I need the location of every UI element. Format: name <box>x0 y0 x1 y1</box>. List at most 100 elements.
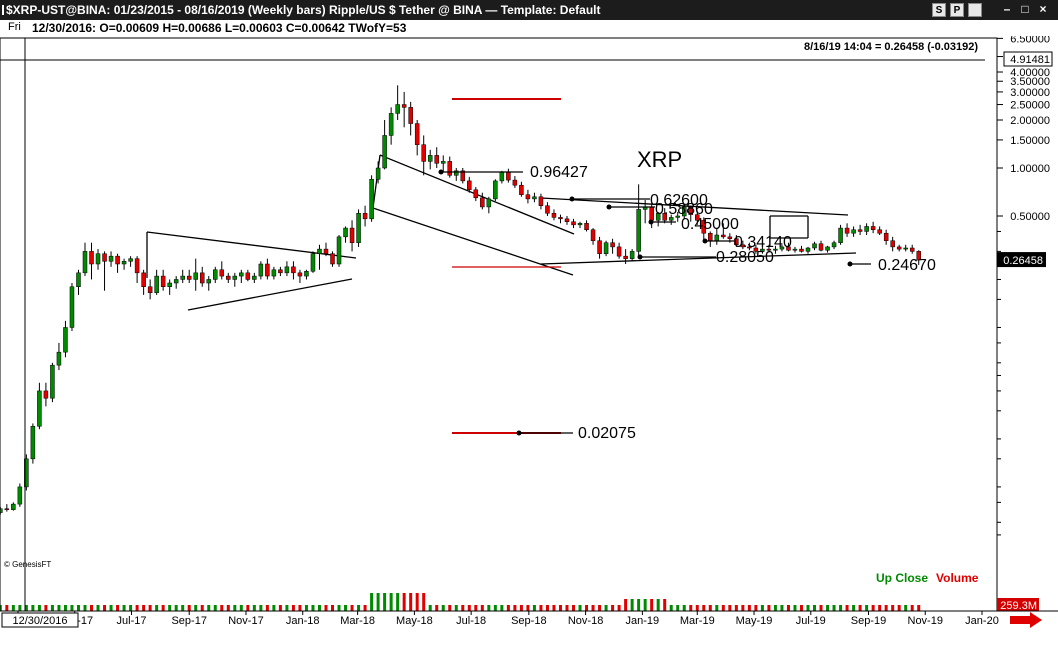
candle <box>551 209 557 221</box>
volume-bar <box>598 605 602 611</box>
candle-body <box>17 486 23 505</box>
volume-bar <box>545 605 549 611</box>
volume-bar <box>467 605 471 611</box>
volume-bar <box>285 605 289 611</box>
window-restore-icon[interactable] <box>968 3 982 17</box>
candle <box>239 269 244 284</box>
close-button[interactable]: × <box>1039 2 1047 16</box>
candle <box>427 149 433 170</box>
candle-body <box>545 205 550 214</box>
candle <box>681 204 687 219</box>
candle-body <box>695 214 700 221</box>
x-tick-label: Nov-18 <box>568 615 603 627</box>
candle <box>799 245 804 253</box>
candle-body <box>154 275 159 294</box>
volume-bar <box>239 605 243 611</box>
x-tick-label: May-18 <box>396 615 433 627</box>
volume-bar <box>630 599 634 611</box>
volume-bar <box>493 605 497 611</box>
price-chart[interactable]: 0.96427 0.626000.588600.450000.341400.280… <box>0 36 1058 651</box>
volume-badge <box>997 598 1039 611</box>
candle <box>330 251 335 267</box>
volume-bar <box>832 605 836 611</box>
candle-body <box>401 104 407 108</box>
volume-bar <box>891 605 895 611</box>
candle-body <box>11 503 16 510</box>
candle-body <box>356 213 361 243</box>
volume-bar <box>734 605 738 611</box>
volume-bar <box>897 605 901 611</box>
copyright-label: © GenesisFT <box>4 560 51 569</box>
candle-body <box>799 248 804 252</box>
candle <box>662 208 667 224</box>
volume-bar <box>708 605 712 611</box>
candle-body <box>616 246 622 257</box>
volume-bar <box>532 605 536 611</box>
volume-bar <box>721 605 725 611</box>
candle-body <box>141 272 146 287</box>
candle <box>786 242 791 252</box>
volume-bar <box>884 605 888 611</box>
candle <box>890 236 895 252</box>
volume-bar <box>298 605 302 611</box>
volume-bar <box>624 599 628 611</box>
volume-bar <box>383 593 387 611</box>
y-tick-label: 0.50000 <box>1010 211 1050 223</box>
volume-bar <box>448 605 452 611</box>
candle <box>590 228 596 245</box>
candle-body <box>851 229 856 234</box>
candle-body <box>447 161 453 176</box>
candle-body <box>916 251 921 261</box>
candle-body <box>427 155 433 162</box>
volume-bar <box>44 605 48 611</box>
volume-bar <box>578 605 582 611</box>
s-button[interactable]: S <box>932 3 946 17</box>
candle-body <box>506 172 511 181</box>
annotation-dot <box>702 238 708 244</box>
candle <box>584 220 589 232</box>
candle-body <box>369 179 374 220</box>
candle-body <box>121 261 127 265</box>
candle <box>160 269 166 291</box>
candle-body <box>792 248 798 251</box>
minimize-button[interactable]: – <box>1003 2 1011 16</box>
candle <box>825 245 830 253</box>
volume-bar <box>865 605 869 611</box>
candle <box>128 256 133 267</box>
volume-bar <box>793 605 797 611</box>
p-button[interactable]: P <box>950 3 964 17</box>
candle <box>467 176 472 193</box>
candle-body <box>864 226 869 232</box>
annotation-dot <box>648 219 654 225</box>
candle <box>343 226 348 243</box>
candle-body <box>278 269 283 274</box>
volume-bar <box>565 605 569 611</box>
trendlines <box>146 98 857 434</box>
volume-bar <box>552 605 556 611</box>
annotation-dot <box>847 261 853 267</box>
candle-body <box>252 275 257 280</box>
maximize-button[interactable]: □ <box>1021 2 1029 16</box>
volume-bar <box>917 605 921 611</box>
candle <box>460 168 466 184</box>
candle-body <box>844 227 850 234</box>
candle-body <box>343 227 348 238</box>
top-value-badge <box>1003 51 1053 67</box>
scroll-right-arrow-icon[interactable] <box>1010 612 1042 628</box>
candle <box>564 216 570 225</box>
candle <box>147 279 153 300</box>
candle-body <box>460 170 466 182</box>
x-tick-label: Mar-19 <box>680 615 715 627</box>
candle-body <box>160 275 166 287</box>
x-tick-label: Mar-18 <box>340 615 375 627</box>
candle <box>317 244 322 270</box>
volume-bar <box>148 605 152 611</box>
candle-body <box>115 255 120 265</box>
candle-body <box>82 251 88 274</box>
candle <box>199 266 205 287</box>
candle-body <box>486 198 492 208</box>
candle <box>747 242 752 251</box>
x-tick-label: Jan-18 <box>286 615 320 627</box>
volume-bar <box>728 605 732 611</box>
candle <box>226 272 231 284</box>
